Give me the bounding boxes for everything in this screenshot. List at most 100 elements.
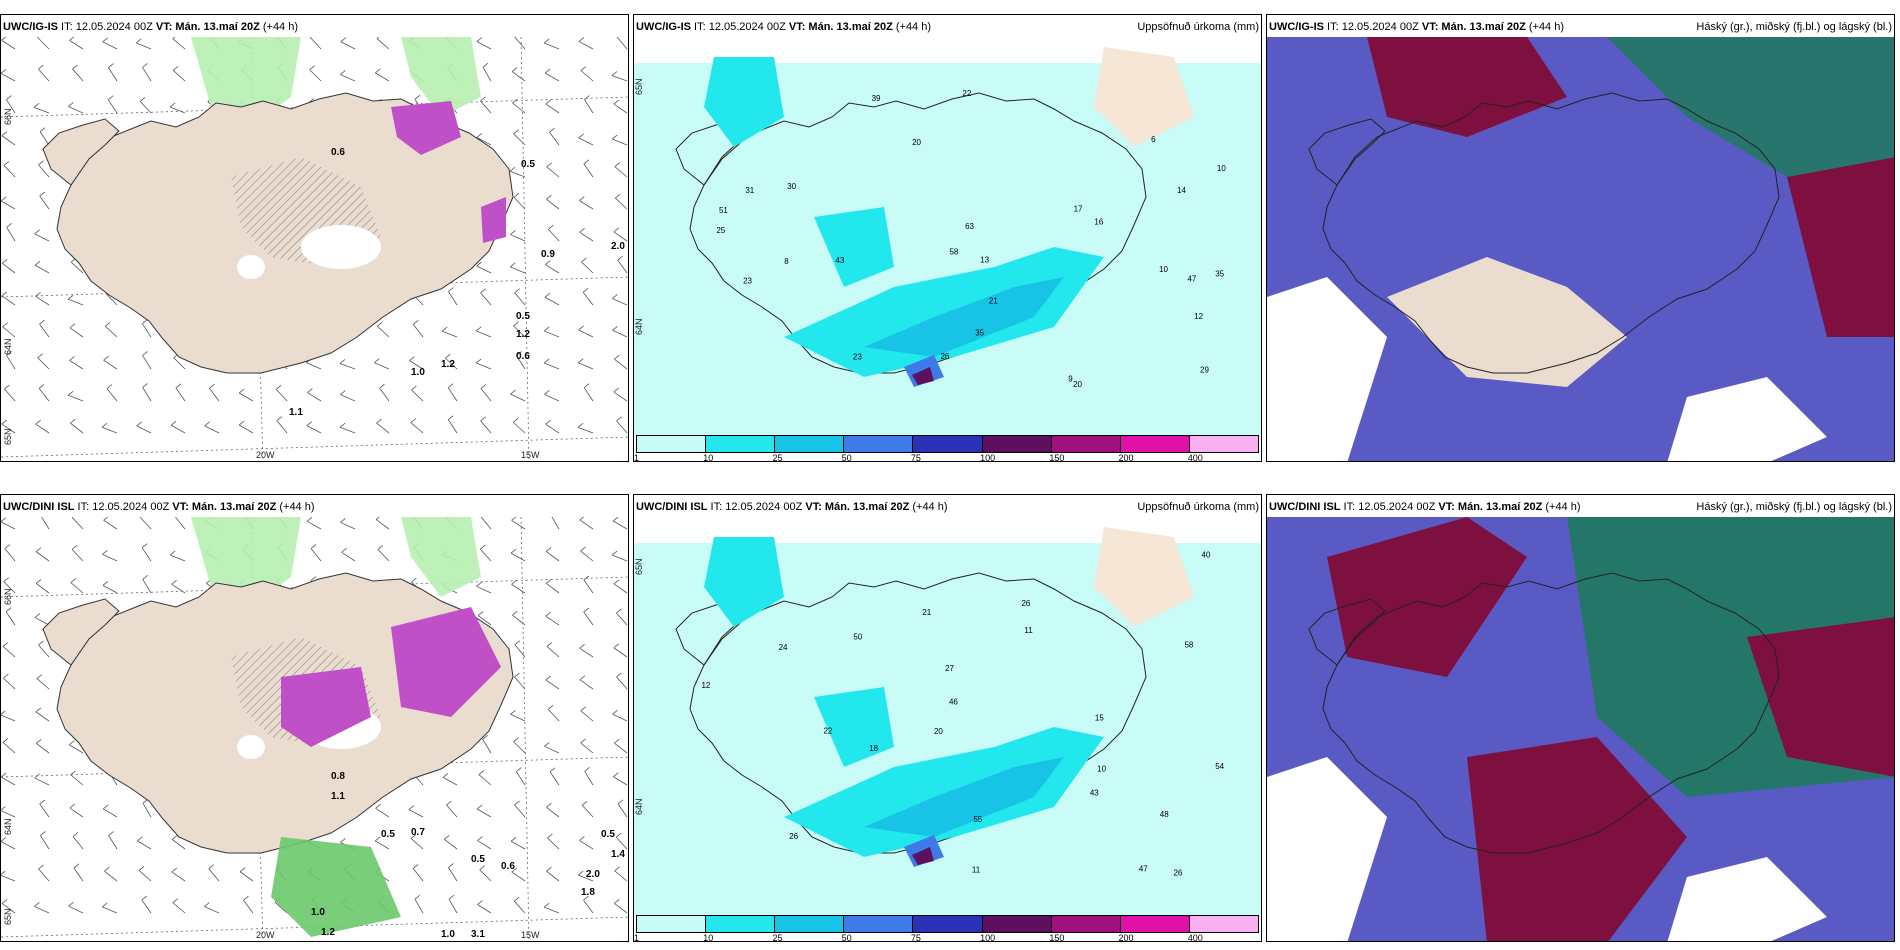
wind-barb xyxy=(208,864,215,870)
wind-barb xyxy=(577,423,584,428)
wind-barb xyxy=(613,647,628,658)
grid-line xyxy=(520,37,530,461)
wind-barb xyxy=(69,803,76,809)
wind-barb xyxy=(612,138,628,146)
wind-barb xyxy=(544,390,550,395)
panel-header: UWC/IG-IS IT: 12.05.2024 00Z VT: Mán. 13… xyxy=(636,17,1259,37)
wind-barb xyxy=(1,423,16,434)
wind-barb xyxy=(6,95,12,100)
accum-value: 20 xyxy=(912,138,921,147)
wind-barb xyxy=(578,41,594,50)
value-label: 0.9 xyxy=(541,249,555,260)
colorbar-segment xyxy=(982,916,1052,932)
wind-barb xyxy=(171,867,178,873)
wind-barb xyxy=(142,579,152,594)
wind-barb xyxy=(614,866,620,872)
accum-band xyxy=(864,757,1064,837)
wind-barb xyxy=(476,581,482,587)
wind-barb xyxy=(38,64,44,70)
wind-barb xyxy=(511,71,526,82)
colorbar-tick: 400 xyxy=(1187,453,1203,462)
wind-barb xyxy=(1,899,8,904)
wind-barb xyxy=(546,646,560,658)
wind-barb xyxy=(34,264,50,274)
wind-barb xyxy=(39,799,45,805)
wind-barb xyxy=(546,802,552,808)
wind-barb xyxy=(475,326,482,332)
accum-value: 17 xyxy=(1074,205,1083,214)
iceland-coast xyxy=(689,92,1147,374)
wind-barb xyxy=(514,644,526,658)
wind-barb xyxy=(579,647,594,658)
wind-barb xyxy=(142,574,149,580)
wind-barb xyxy=(578,37,585,42)
wind-barb xyxy=(34,260,41,266)
accum-band xyxy=(784,727,1104,857)
lat-axis-label: 66N xyxy=(3,108,13,125)
wind-barb xyxy=(6,223,12,228)
wind-barb xyxy=(1,291,8,297)
wind-barb xyxy=(514,672,520,678)
colorbar-tick: 150 xyxy=(1049,933,1065,942)
wind-barb xyxy=(376,321,383,327)
wind-barb xyxy=(108,831,114,836)
wind-barb xyxy=(103,359,118,370)
accum-value: 6 xyxy=(1151,135,1156,144)
wind-barb xyxy=(545,423,560,434)
wind-barb xyxy=(510,836,517,842)
wind-barb xyxy=(544,330,560,338)
wind-barb xyxy=(511,867,518,873)
panel-igis-accum: UWC/IG-IS IT: 12.05.2024 00Z VT: Mán. 13… xyxy=(633,14,1262,462)
wind-barb xyxy=(39,195,50,210)
wind-barb xyxy=(104,325,118,338)
wind-barb xyxy=(141,547,152,562)
wind-barb xyxy=(138,866,145,871)
colorbar-tick: 10 xyxy=(703,933,714,942)
wind-barb xyxy=(578,137,594,146)
panel-header: UWC/DINI ISL IT: 12.05.2024 00Z VT: Mán.… xyxy=(1269,497,1892,517)
wind-barb xyxy=(34,229,40,235)
wind-barb xyxy=(142,323,152,338)
wind-barb xyxy=(138,870,152,882)
wind-barb xyxy=(106,388,118,402)
accum-value: 39 xyxy=(872,94,881,103)
wind-barb xyxy=(408,809,424,818)
value-label: 1.0 xyxy=(411,367,425,378)
wind-barb xyxy=(275,384,282,390)
wind-barb xyxy=(580,738,586,744)
wind-barb xyxy=(2,263,16,274)
wind-barb xyxy=(583,579,594,594)
wind-barb xyxy=(37,353,43,359)
wind-barb xyxy=(510,230,516,235)
panel-igis-precip-type: UWC/IG-IS IT: 12.05.2024 00Z VT: Mán. 13… xyxy=(0,14,629,462)
wind-barb xyxy=(67,390,74,396)
wind-barb xyxy=(374,362,390,370)
wind-barb xyxy=(376,38,390,50)
wind-barb xyxy=(375,517,380,520)
wind-barb xyxy=(476,362,492,370)
wind-barb xyxy=(546,194,552,200)
lead-time: (+44 h) xyxy=(909,501,948,513)
wind-barb xyxy=(511,871,526,882)
wind-barb xyxy=(41,517,50,530)
wind-barb xyxy=(578,133,584,139)
accum-value: 14 xyxy=(1177,186,1186,195)
wind-barb xyxy=(516,351,522,356)
wind-barb xyxy=(448,867,458,882)
wind-barb xyxy=(513,193,520,198)
wind-barb xyxy=(411,389,424,402)
accum-value: 22 xyxy=(823,726,832,735)
wind-barb xyxy=(410,418,417,423)
wind-barb xyxy=(204,421,210,427)
wind-barb xyxy=(581,257,587,263)
wind-barb xyxy=(510,266,526,274)
wind-barb xyxy=(578,325,584,331)
wind-barb xyxy=(476,330,492,338)
wind-barb xyxy=(70,774,84,786)
glacier-area xyxy=(237,255,265,279)
wind-barb xyxy=(448,291,458,306)
wind-barb xyxy=(579,679,594,690)
mid-cloud-area xyxy=(1747,617,1894,777)
lat-axis-label: 64N xyxy=(634,798,644,815)
wind-barb xyxy=(5,607,12,613)
